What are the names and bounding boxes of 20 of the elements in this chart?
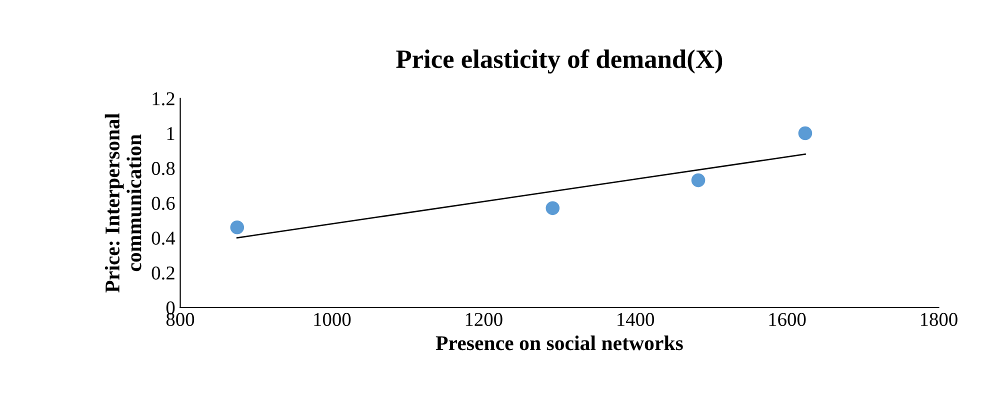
x-tick-label: 1200 <box>466 312 502 326</box>
point <box>546 201 560 216</box>
x-axis-title: Presence on social networks <box>436 336 683 350</box>
point <box>691 173 706 188</box>
x-tick-label: 1400 <box>618 312 654 326</box>
x-tick-label: 1000 <box>314 312 351 326</box>
y-tick-label: 0.8 <box>152 162 175 176</box>
x-tick-label: 1800 <box>920 312 958 326</box>
y-tick-label: 0.6 <box>152 196 175 210</box>
chart-title: Price elasticity of demand(X) <box>396 49 722 74</box>
point <box>230 220 244 234</box>
y-axis-title: Price: Interpersonal communication <box>104 113 142 293</box>
y-tick-label: 0.4 <box>152 232 176 245</box>
x-tick-label: 1600 <box>769 312 806 326</box>
y-tick-label: 1 <box>167 127 174 140</box>
y-tick-label: 1.2 <box>152 92 174 106</box>
y-tick-label: 0 <box>166 301 175 314</box>
point <box>798 126 812 140</box>
y-tick-label: 0.2 <box>152 266 174 280</box>
x-tick-label: 800 <box>166 312 194 326</box>
